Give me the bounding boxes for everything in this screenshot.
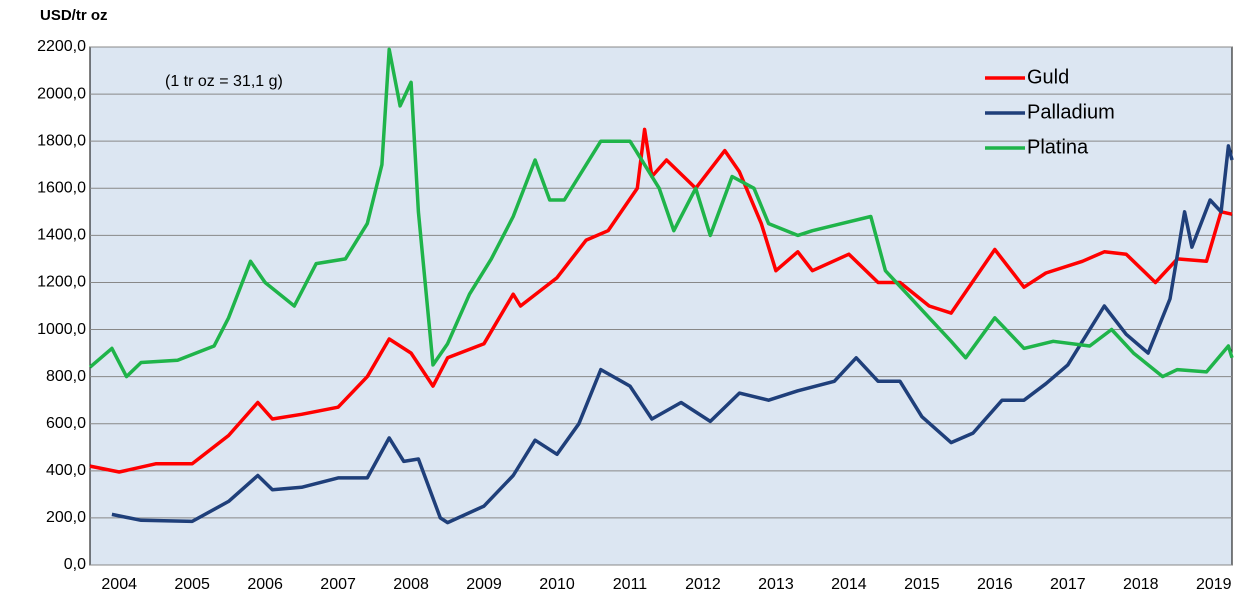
x-tick-label: 2010: [539, 576, 575, 593]
y-tick-label: 1200,0: [37, 274, 86, 291]
y-tick-label: 400,0: [46, 462, 86, 479]
legend-label: Platina: [1027, 136, 1089, 158]
y-tick-label: 0,0: [64, 556, 86, 573]
series-line: [89, 127, 1233, 474]
x-tick-label: 2018: [1123, 576, 1159, 593]
x-tick-label: 2016: [977, 576, 1013, 593]
y-tick-label: 2000,0: [37, 85, 86, 102]
x-tick-label: 2005: [174, 576, 210, 593]
plot-area: [89, 46, 1233, 566]
x-tick-label: 2007: [320, 576, 356, 593]
x-tick-label: 2004: [101, 576, 137, 593]
y-tick-label: 200,0: [46, 509, 86, 526]
x-tick-label: 2009: [466, 576, 502, 593]
y-tick-label: 600,0: [46, 415, 86, 432]
x-tick-label: 2011: [613, 576, 648, 593]
y-tick-label: 800,0: [46, 368, 86, 385]
y-tick-label: 2200,0: [37, 38, 86, 55]
x-tick-label: 2012: [685, 576, 721, 593]
x-tick-label: 2015: [904, 576, 940, 593]
legend-label: Guld: [1027, 66, 1069, 88]
x-tick-label: 2006: [247, 576, 283, 593]
annotation: (1 tr oz = 31,1 g): [165, 73, 283, 90]
x-tick-label: 2013: [758, 576, 794, 593]
x-tick-label: 2014: [831, 576, 867, 593]
y-axis-label: USD/tr oz: [40, 7, 108, 24]
series-line: [111, 144, 1234, 525]
y-tick-label: 1800,0: [37, 132, 86, 149]
x-tick-label: 2017: [1050, 576, 1086, 593]
y-tick-label: 1400,0: [37, 227, 86, 244]
x-tick-label: 2008: [393, 576, 429, 593]
x-tick-label: 2019: [1196, 576, 1232, 593]
legend-label: Palladium: [1027, 101, 1115, 123]
series-line: [88, 47, 1234, 379]
y-tick-label: 1000,0: [37, 321, 86, 338]
y-tick-label: 1600,0: [37, 179, 86, 196]
